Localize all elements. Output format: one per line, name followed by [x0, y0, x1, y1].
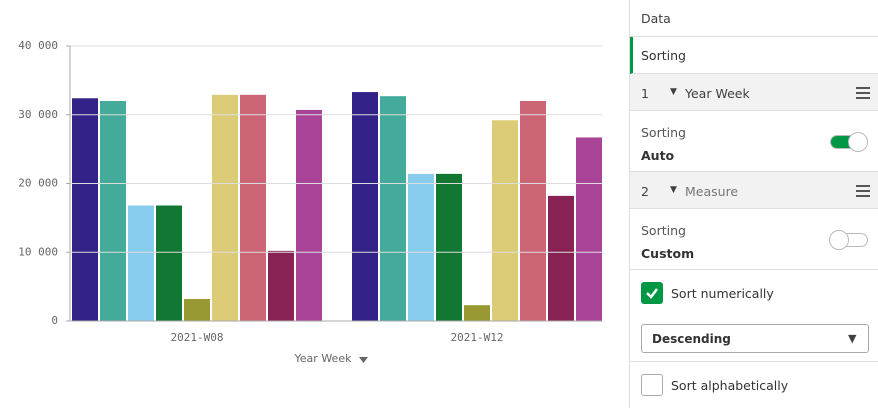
y-tick-label: 10 000 [18, 245, 58, 258]
checkbox-label: Sort numerically [671, 286, 774, 301]
sort-numerically-row: Sort numerically Descending ▼ [630, 270, 878, 362]
drag-handle[interactable] [856, 87, 870, 102]
bar [408, 173, 434, 321]
collapse-arrow: ▼ [670, 87, 677, 97]
sorting-mode: Auto [641, 148, 675, 163]
handle-line [856, 190, 870, 192]
bar [72, 98, 98, 321]
sorting-row: Sorting Custom [630, 209, 878, 270]
dimension-label: Measure [685, 184, 739, 199]
handle-line [856, 195, 870, 197]
sorting-row: Sorting Auto [630, 111, 878, 172]
select-arrow: ▼ [848, 332, 857, 345]
y-tick-label: 30 000 [18, 108, 58, 121]
bar [548, 195, 574, 321]
toggle[interactable] [829, 230, 868, 250]
handle-line [856, 97, 870, 99]
collapse-arrow: ▼ [670, 185, 677, 195]
property-panel: Data Sorting 1 ▼ Year Week Sorting Auto 2 ▼ Measu… [629, 0, 878, 408]
chart: Year Week 0 10 000 20 000 30 000 40 000 2021-… [18, 39, 602, 365]
x-tick-label: 2021-W12 [451, 331, 504, 344]
bar [352, 92, 378, 321]
x-tick-label: 2021-W08 [171, 331, 224, 344]
tab-label: Data [641, 11, 671, 26]
bar [380, 96, 406, 321]
toggle-knob [829, 230, 849, 250]
dropdown-arrow[interactable] [359, 357, 368, 363]
bar [492, 120, 518, 321]
bar [128, 205, 154, 321]
dimension-index: 2 [641, 184, 649, 199]
handle-line [856, 87, 870, 89]
toggle[interactable] [830, 132, 868, 152]
bar [464, 305, 490, 321]
plot [72, 92, 602, 321]
drag-handle[interactable] [856, 185, 870, 200]
bar [100, 101, 126, 321]
dimension-header[interactable]: 1 ▼ Year Week [630, 74, 878, 111]
handle-line [856, 92, 870, 94]
select-value: Descending [652, 332, 731, 346]
bar [576, 137, 602, 321]
toggle-knob [848, 132, 868, 152]
checkbox[interactable] [641, 374, 663, 396]
bar [436, 173, 462, 321]
dimension-label: Year Week [685, 86, 750, 101]
sort-alphabetically-row: Sort alphabetically [630, 362, 878, 408]
bar [156, 205, 182, 321]
x-axis-title[interactable]: Year Week [294, 352, 353, 365]
checkbox-label: Sort alphabetically [671, 378, 789, 393]
bar [296, 109, 322, 321]
y-tick-label: 0 [51, 314, 58, 327]
y-tick-label: 20 000 [18, 177, 58, 190]
order-select[interactable]: Descending ▼ [641, 324, 869, 353]
sorting-mode: Custom [641, 246, 695, 261]
handle-line [856, 185, 870, 187]
dimension-header[interactable]: 2 ▼ Measure [630, 172, 878, 209]
panel-tab[interactable]: Sorting [630, 37, 878, 74]
bar [520, 101, 546, 321]
checkbox[interactable] [641, 282, 663, 304]
bar [184, 299, 210, 321]
bar [240, 94, 266, 321]
tab-label: Sorting [641, 48, 686, 63]
bar [212, 94, 238, 321]
y-tick-label: 40 000 [18, 39, 58, 52]
dimension-index: 1 [641, 86, 649, 101]
bar [268, 250, 294, 321]
check [646, 288, 658, 299]
panel-tab[interactable]: Data [630, 0, 878, 37]
sorting-label: Sorting [641, 125, 686, 140]
sorting-label: Sorting [641, 223, 686, 238]
